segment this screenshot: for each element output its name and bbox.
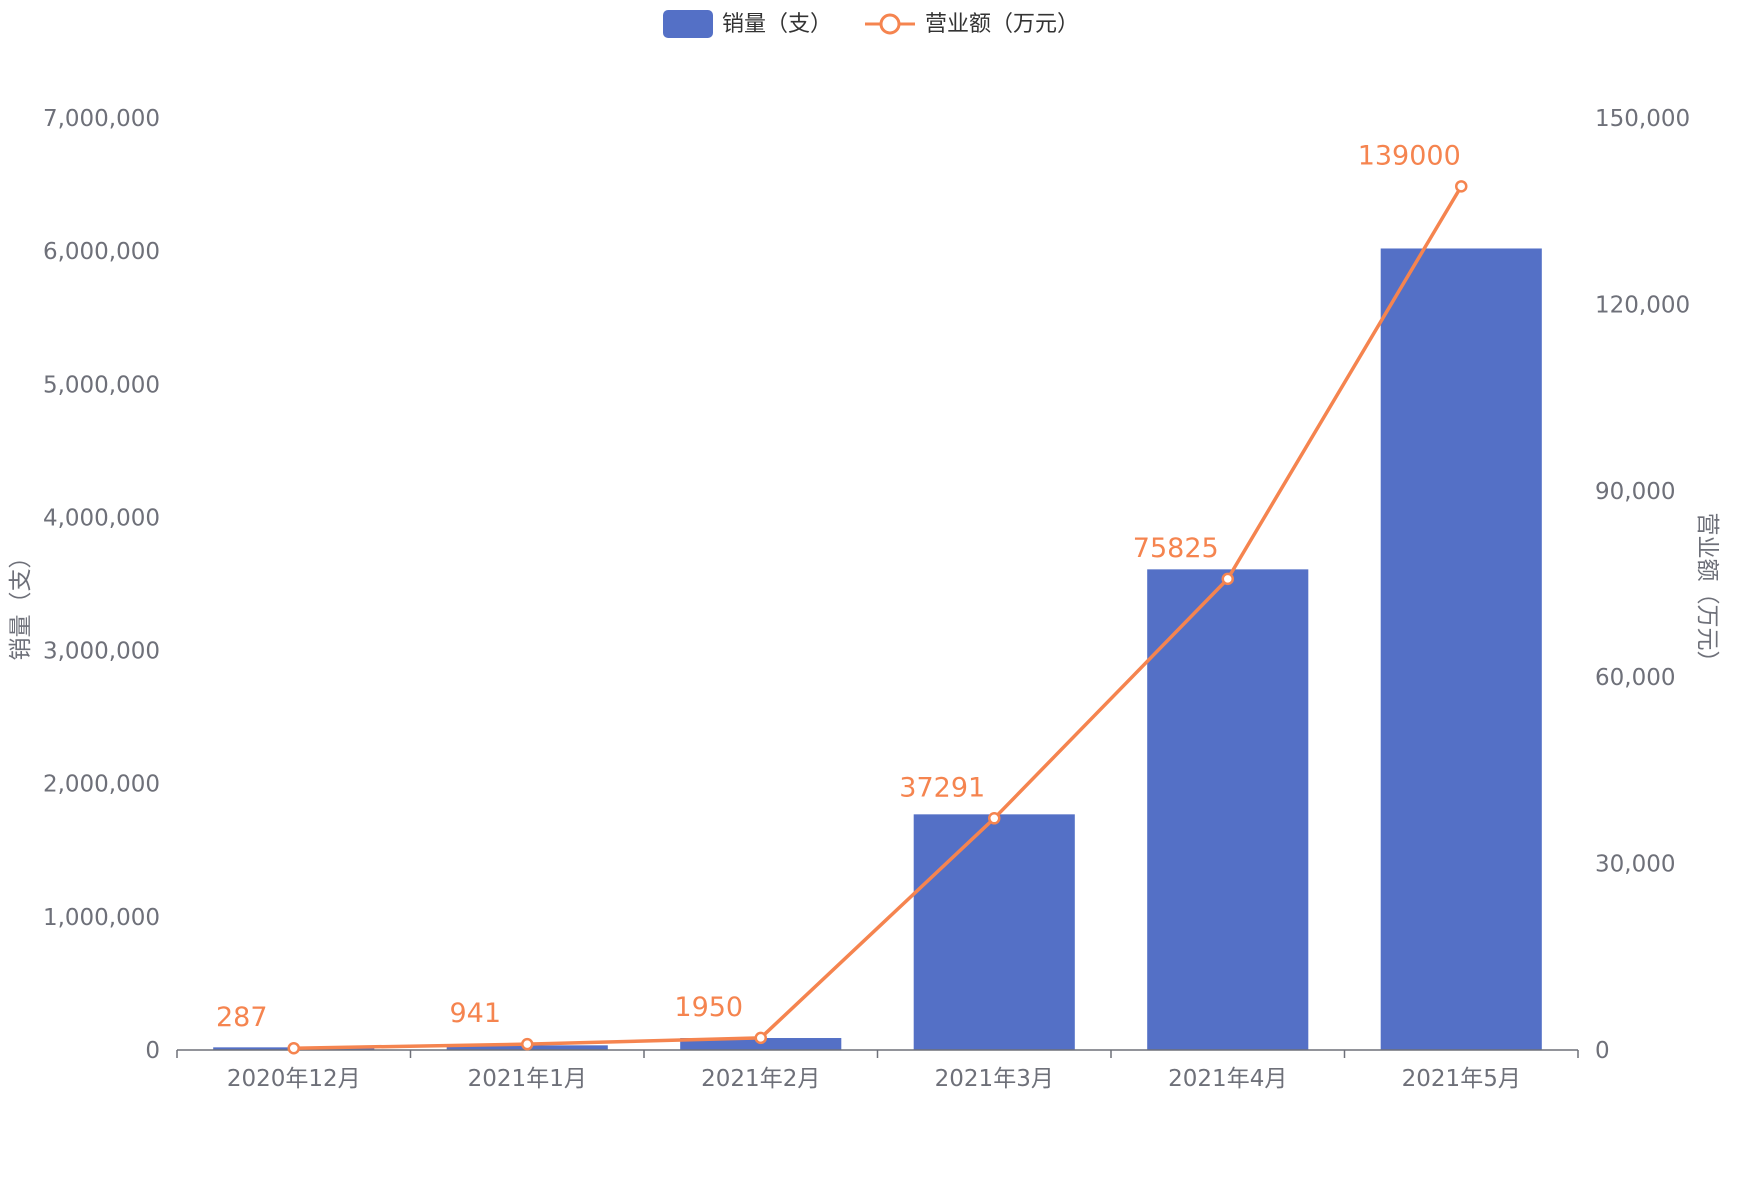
y-left-axis-title: 销量（支） — [8, 546, 34, 661]
legend-bar-swatch — [663, 10, 713, 38]
line-data-labels: 287 941 1950 37291 75825 139000 — [216, 140, 1461, 1033]
x-axis: 2020年12月 2021年1月 2021年2月 2021年3月 2021年4月 2021… — [176, 1049, 1579, 1092]
x-tick-label: 2021年1月 — [468, 1066, 587, 1092]
line-data-label: 139000 — [1358, 140, 1461, 171]
line-series — [287, 180, 1468, 1055]
revenue-line — [293, 185, 1463, 1050]
y-left-tick-labels: 0 1,000,000 2,000,000 3,000,000 4,000,000 5,0… — [43, 106, 160, 1064]
legend-bar-label: 销量（支） — [722, 12, 832, 37]
y-right-tick-label: 90,000 — [1595, 479, 1675, 505]
line-point-2020年12月[interactable] — [287, 1041, 300, 1055]
y-left-tick-label: 5,000,000 — [43, 372, 160, 398]
line-data-label: 75825 — [1133, 533, 1219, 564]
legend-line-label: 营业额（万元） — [925, 12, 1079, 37]
y-left-tick-label: 3,000,000 — [43, 639, 160, 665]
bar-2021年4月[interactable] — [1147, 569, 1309, 1050]
line-data-label: 941 — [449, 998, 501, 1029]
x-tick-label: 2020年12月 — [227, 1066, 361, 1092]
y-right-tick-label: 120,000 — [1595, 292, 1690, 318]
x-tick-label: 2021年5月 — [1402, 1066, 1521, 1092]
legend-item-bar[interactable]: 销量（支） — [663, 10, 832, 38]
y-left-tick-label: 7,000,000 — [43, 106, 160, 132]
x-tick-label: 2021年3月 — [935, 1066, 1054, 1092]
y-left-tick-label: 6,000,000 — [43, 239, 160, 265]
y-left-tick-label: 1,000,000 — [43, 905, 160, 931]
y-right-tick-label: 30,000 — [1595, 852, 1675, 878]
line-data-label: 1950 — [674, 992, 743, 1023]
y-right-tick-label: 60,000 — [1595, 665, 1675, 691]
y-right-axis-title: 营业额（万元） — [1694, 513, 1720, 674]
x-tick-label: 2021年2月 — [701, 1066, 820, 1092]
line-point-2021年4月[interactable] — [1221, 572, 1234, 586]
y-right-tick-label: 0 — [1595, 1038, 1610, 1064]
y-right-tick-labels: 0 30,000 60,000 90,000 120,000 150,000 — [1595, 106, 1690, 1064]
bar-series — [213, 248, 1542, 1051]
y-left-tick-label: 0 — [145, 1038, 160, 1064]
legend-item-line[interactable]: 营业额（万元） — [865, 12, 1079, 37]
legend-line-marker — [879, 13, 901, 35]
line-data-label: 287 — [216, 1002, 268, 1033]
line-point-2021年1月[interactable] — [521, 1037, 534, 1051]
y-right-tick-label: 150,000 — [1595, 106, 1690, 132]
y-left-tick-label: 4,000,000 — [43, 505, 160, 531]
line-point-2021年3月[interactable] — [988, 812, 1001, 825]
line-data-label: 37291 — [899, 772, 985, 803]
line-point-2021年2月[interactable] — [754, 1031, 767, 1045]
y-left-tick-label: 2,000,000 — [43, 772, 160, 798]
bar-2021年5月[interactable] — [1380, 248, 1542, 1051]
bar-2021年3月[interactable] — [913, 814, 1075, 1050]
legend: 销量（支） 营业额（万元） — [663, 10, 1079, 38]
x-tick-label: 2021年4月 — [1168, 1066, 1287, 1092]
line-point-2021年5月[interactable] — [1455, 180, 1468, 193]
